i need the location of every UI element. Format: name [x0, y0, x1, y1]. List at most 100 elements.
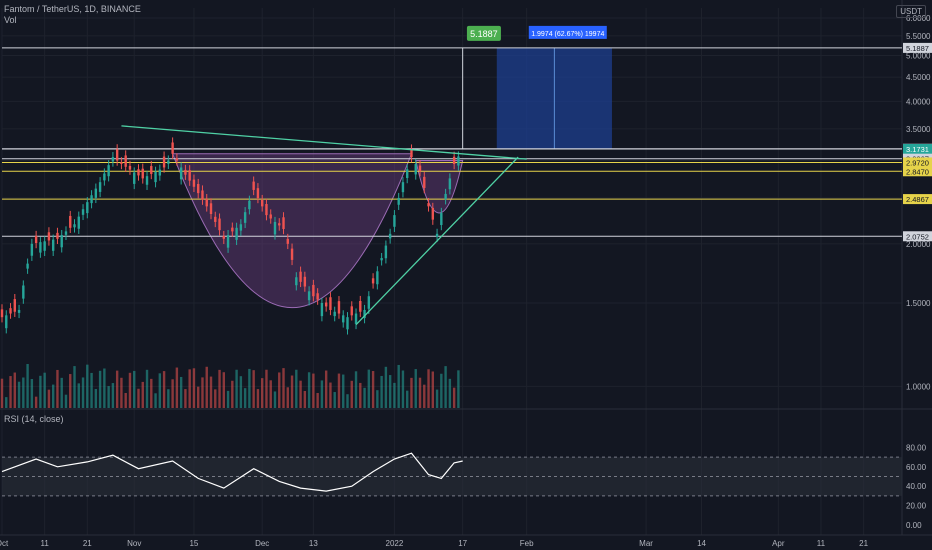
- candle-body: [167, 160, 170, 164]
- time-tick-label: Oct: [0, 539, 9, 548]
- time-tick-label: Dec: [255, 539, 269, 548]
- candle-body: [286, 238, 289, 244]
- candle-body: [359, 301, 362, 312]
- candle-body: [256, 188, 260, 198]
- price-level-tag: [903, 166, 932, 177]
- volume-bar: [120, 377, 123, 408]
- target-label: 5.1887: [470, 29, 498, 39]
- candle-body: [252, 181, 255, 190]
- candle-body: [371, 278, 375, 284]
- candle-body: [13, 299, 16, 312]
- candle-body: [9, 308, 12, 314]
- candle-body: [56, 232, 59, 239]
- volume-bar: [205, 366, 208, 408]
- volume-bar: [388, 375, 392, 408]
- volume-bar: [248, 368, 251, 408]
- candle-body: [115, 149, 119, 161]
- volume-bar: [320, 380, 324, 408]
- candle-body: [73, 224, 76, 228]
- candle-body: [418, 165, 422, 172]
- currency-badge[interactable]: USDT: [896, 5, 926, 18]
- volume-bar: [243, 388, 247, 408]
- volume-bar: [226, 390, 230, 408]
- volume-bar: [448, 378, 452, 408]
- candle-body: [90, 195, 93, 204]
- volume-bar: [34, 396, 38, 408]
- candle-body: [346, 317, 349, 330]
- volume-bar: [115, 370, 119, 408]
- candle-body: [380, 258, 383, 261]
- candle-body: [431, 207, 435, 220]
- volume-bar: [222, 372, 226, 408]
- price-level-tag: [903, 194, 932, 205]
- candle-body: [77, 216, 80, 229]
- volume-bar: [22, 377, 25, 408]
- candle-body: [197, 183, 200, 194]
- candle-body: [141, 168, 144, 179]
- candle-body: [265, 204, 268, 216]
- volume-bar: [201, 377, 204, 408]
- volume-bar: [329, 382, 332, 408]
- price-tick-label: 6.0000: [906, 14, 931, 23]
- volume-bar: [260, 378, 264, 408]
- candle-body: [303, 276, 307, 287]
- candle-body: [128, 165, 132, 170]
- volume-bar: [346, 394, 349, 408]
- volume-bar: [307, 372, 311, 408]
- time-tick-label: 21: [859, 539, 868, 548]
- candle-body: [457, 156, 460, 166]
- volume-bar: [363, 387, 366, 408]
- candle-body: [401, 182, 405, 193]
- volume-bar: [384, 366, 388, 408]
- volume-bar: [273, 391, 277, 408]
- volume-bar: [43, 372, 46, 408]
- candle-body: [179, 167, 183, 180]
- volume-bar: [197, 386, 200, 408]
- candle-body: [384, 245, 388, 259]
- volume-bar: [51, 384, 55, 408]
- volume-bar: [73, 366, 76, 408]
- candle-body: [120, 162, 123, 164]
- candle-body: [154, 171, 157, 183]
- volume-bar: [107, 386, 110, 408]
- volume-bar: [47, 389, 51, 408]
- time-tick-label: 21: [83, 539, 92, 548]
- price-level-label: 3.1731: [906, 145, 929, 154]
- candle-body: [410, 149, 413, 158]
- candle-body: [226, 235, 230, 248]
- volume-bar: [13, 372, 16, 408]
- candle-body: [350, 306, 353, 316]
- candle-body: [111, 157, 115, 162]
- candle-body: [158, 169, 162, 176]
- candle-body: [363, 309, 366, 319]
- candle-body: [269, 214, 272, 219]
- volume-bar: [133, 370, 136, 408]
- volume-bar: [179, 376, 183, 408]
- volume-bar: [290, 375, 294, 408]
- volume-bar: [158, 373, 162, 408]
- price-tick-label: 1.5000: [906, 299, 931, 308]
- price-level-tag: [903, 42, 932, 53]
- candle-body: [188, 170, 191, 181]
- candle-body: [137, 169, 140, 176]
- candle-body: [184, 169, 187, 175]
- time-tick-label: Nov: [127, 539, 141, 548]
- candle-body: [324, 302, 328, 307]
- candle-body: [47, 232, 51, 241]
- volume-bar: [103, 368, 106, 408]
- volume-bar: [324, 370, 328, 408]
- volume-bar: [452, 387, 456, 408]
- time-tick-label: 13: [309, 539, 318, 548]
- volume-bar: [393, 382, 396, 408]
- price-level-label: 2.9720: [906, 158, 929, 167]
- volume-bar: [440, 373, 443, 408]
- time-tick-label: 11: [817, 539, 826, 548]
- candle-body: [60, 235, 63, 248]
- volume-bar: [406, 390, 409, 408]
- candle-body: [162, 156, 166, 168]
- volume-bar: [444, 366, 447, 408]
- volume-bar: [90, 372, 93, 408]
- volume-bar: [239, 376, 243, 408]
- volume-bar: [457, 370, 460, 408]
